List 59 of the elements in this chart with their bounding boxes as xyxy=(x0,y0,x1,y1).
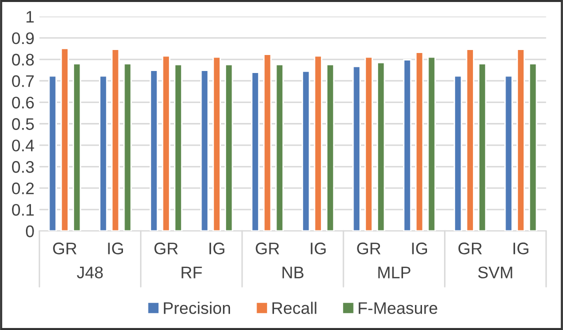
bar xyxy=(454,75,462,231)
bar xyxy=(516,48,526,231)
bar xyxy=(123,62,132,231)
y-tick-label: 0.6 xyxy=(12,96,34,109)
y-tick-label: 0.1 xyxy=(12,204,34,216)
bar xyxy=(263,54,272,231)
y-tick-label: 0.2 xyxy=(12,182,34,194)
bar xyxy=(478,62,487,231)
x-tick-label: IG xyxy=(209,242,224,254)
x-tick-label: IG xyxy=(514,242,528,254)
bar xyxy=(162,55,170,231)
x-tick-label: GR xyxy=(154,242,178,254)
bar xyxy=(427,56,436,231)
text: J48 xyxy=(76,266,103,278)
legend-label: Recall xyxy=(272,302,316,314)
x-tick-label: IG xyxy=(108,242,123,254)
x-tick-label: GR xyxy=(357,242,380,254)
bar xyxy=(314,55,322,231)
bar xyxy=(48,75,57,231)
text: RF xyxy=(182,266,202,278)
bar xyxy=(376,62,386,231)
bar xyxy=(150,70,158,231)
text: SVM xyxy=(478,266,512,278)
x-tick-label: IG xyxy=(310,242,326,254)
text: MLP xyxy=(378,266,410,278)
bar xyxy=(99,75,108,231)
bar xyxy=(415,52,424,231)
bar xyxy=(352,66,361,231)
bar xyxy=(466,48,474,231)
legend-label: Precision xyxy=(164,302,230,314)
y-tick-label: 0.4 xyxy=(12,140,34,152)
bar xyxy=(403,59,412,231)
bar xyxy=(504,75,513,231)
legend-label: F-Measure xyxy=(358,302,438,314)
x-tick-label: GR xyxy=(256,242,280,254)
bar xyxy=(302,70,310,231)
y-tick-label: 0 xyxy=(26,225,34,238)
bar xyxy=(224,64,234,231)
x-tick-label: GR xyxy=(53,242,76,254)
x-tick-label: GR xyxy=(458,242,482,254)
y-tick-label: 0.8 xyxy=(12,54,34,66)
x-tick-label: IG xyxy=(412,242,427,254)
y-tick-label: 0.7 xyxy=(12,75,34,88)
y-tick-label: 0.3 xyxy=(12,161,34,173)
y-tick-label: 0.5 xyxy=(12,118,34,130)
y-tick-label: 0.9 xyxy=(12,32,34,44)
bar xyxy=(528,62,538,231)
bar xyxy=(251,72,260,231)
bar xyxy=(72,62,82,231)
bar xyxy=(275,64,284,231)
text: NB xyxy=(282,266,304,278)
bar xyxy=(60,48,69,231)
bar xyxy=(200,70,209,231)
bar xyxy=(111,48,120,231)
y-tick-label: 1 xyxy=(26,11,34,23)
bar xyxy=(326,64,334,231)
bar xyxy=(212,56,221,231)
bar xyxy=(364,56,374,231)
bar xyxy=(174,64,182,231)
